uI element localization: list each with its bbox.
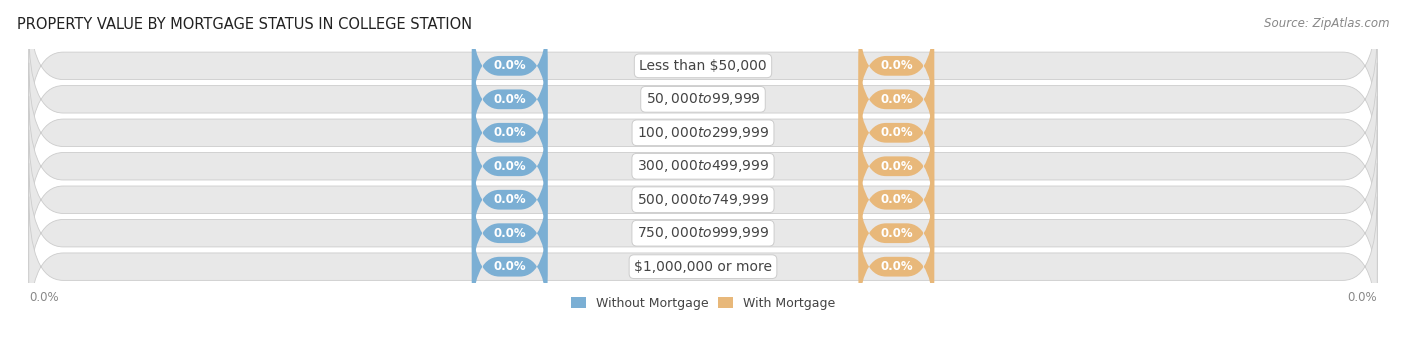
- Text: PROPERTY VALUE BY MORTGAGE STATUS IN COLLEGE STATION: PROPERTY VALUE BY MORTGAGE STATUS IN COL…: [17, 17, 472, 32]
- Text: Source: ZipAtlas.com: Source: ZipAtlas.com: [1264, 17, 1389, 30]
- Text: $500,000 to $749,999: $500,000 to $749,999: [637, 192, 769, 208]
- FancyBboxPatch shape: [472, 143, 547, 257]
- FancyBboxPatch shape: [859, 42, 934, 157]
- Text: $50,000 to $99,999: $50,000 to $99,999: [645, 91, 761, 107]
- FancyBboxPatch shape: [472, 109, 547, 223]
- Text: Less than $50,000: Less than $50,000: [640, 59, 766, 73]
- Text: 0.0%: 0.0%: [880, 126, 912, 139]
- FancyBboxPatch shape: [28, 0, 1378, 136]
- FancyBboxPatch shape: [472, 42, 547, 157]
- Text: 0.0%: 0.0%: [494, 260, 526, 273]
- FancyBboxPatch shape: [472, 210, 547, 324]
- Text: 0.0%: 0.0%: [880, 193, 912, 206]
- FancyBboxPatch shape: [859, 109, 934, 223]
- FancyBboxPatch shape: [859, 76, 934, 190]
- FancyBboxPatch shape: [472, 176, 547, 290]
- FancyBboxPatch shape: [28, 130, 1378, 270]
- FancyBboxPatch shape: [859, 143, 934, 257]
- Text: 0.0%: 0.0%: [880, 93, 912, 106]
- FancyBboxPatch shape: [28, 63, 1378, 203]
- FancyBboxPatch shape: [28, 29, 1378, 169]
- FancyBboxPatch shape: [472, 9, 547, 123]
- Text: 0.0%: 0.0%: [494, 160, 526, 173]
- Text: 0.0%: 0.0%: [880, 227, 912, 240]
- FancyBboxPatch shape: [28, 197, 1378, 337]
- Legend: Without Mortgage, With Mortgage: Without Mortgage, With Mortgage: [565, 292, 841, 315]
- FancyBboxPatch shape: [472, 76, 547, 190]
- FancyBboxPatch shape: [28, 96, 1378, 236]
- Text: 0.0%: 0.0%: [880, 160, 912, 173]
- FancyBboxPatch shape: [28, 163, 1378, 303]
- Text: $750,000 to $999,999: $750,000 to $999,999: [637, 225, 769, 241]
- Text: $100,000 to $299,999: $100,000 to $299,999: [637, 125, 769, 141]
- Text: 0.0%: 0.0%: [494, 93, 526, 106]
- FancyBboxPatch shape: [859, 176, 934, 290]
- Text: 0.0%: 0.0%: [1347, 291, 1378, 304]
- FancyBboxPatch shape: [859, 9, 934, 123]
- Text: $300,000 to $499,999: $300,000 to $499,999: [637, 158, 769, 174]
- FancyBboxPatch shape: [859, 210, 934, 324]
- Text: 0.0%: 0.0%: [880, 260, 912, 273]
- Text: 0.0%: 0.0%: [494, 126, 526, 139]
- Text: 0.0%: 0.0%: [494, 59, 526, 72]
- Text: $1,000,000 or more: $1,000,000 or more: [634, 260, 772, 274]
- Text: 0.0%: 0.0%: [880, 59, 912, 72]
- Text: 0.0%: 0.0%: [494, 193, 526, 206]
- Text: 0.0%: 0.0%: [494, 227, 526, 240]
- Text: 0.0%: 0.0%: [28, 291, 59, 304]
